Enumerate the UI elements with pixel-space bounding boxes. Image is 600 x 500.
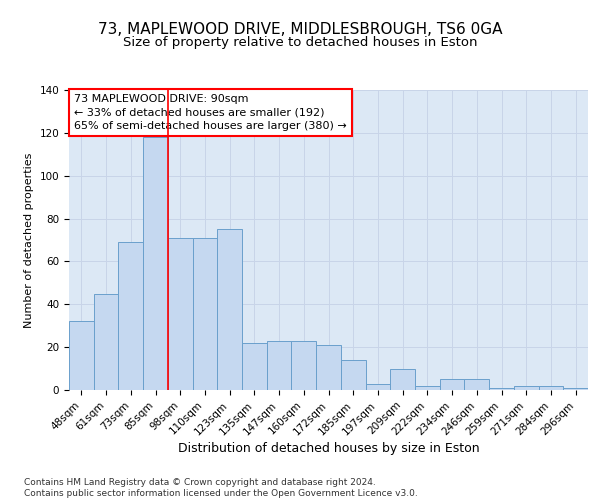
Y-axis label: Number of detached properties: Number of detached properties xyxy=(24,152,34,328)
Bar xyxy=(514,386,539,390)
X-axis label: Distribution of detached houses by size in Eston: Distribution of detached houses by size … xyxy=(178,442,479,455)
Text: 73, MAPLEWOOD DRIVE, MIDDLESBROUGH, TS6 0GA: 73, MAPLEWOOD DRIVE, MIDDLESBROUGH, TS6 … xyxy=(98,22,502,38)
Bar xyxy=(292,340,316,390)
Bar xyxy=(365,384,390,390)
Text: Contains HM Land Registry data © Crown copyright and database right 2024.
Contai: Contains HM Land Registry data © Crown c… xyxy=(24,478,418,498)
Bar xyxy=(489,388,514,390)
Bar xyxy=(193,238,217,390)
Text: Size of property relative to detached houses in Eston: Size of property relative to detached ho… xyxy=(123,36,477,49)
Bar xyxy=(390,368,415,390)
Bar xyxy=(563,388,588,390)
Bar xyxy=(118,242,143,390)
Bar xyxy=(69,322,94,390)
Bar xyxy=(316,345,341,390)
Bar xyxy=(217,230,242,390)
Bar xyxy=(94,294,118,390)
Bar xyxy=(341,360,365,390)
Bar xyxy=(464,380,489,390)
Bar xyxy=(539,386,563,390)
Bar xyxy=(168,238,193,390)
Bar xyxy=(415,386,440,390)
Text: 73 MAPLEWOOD DRIVE: 90sqm
← 33% of detached houses are smaller (192)
65% of semi: 73 MAPLEWOOD DRIVE: 90sqm ← 33% of detac… xyxy=(74,94,347,131)
Bar xyxy=(440,380,464,390)
Bar xyxy=(242,343,267,390)
Bar xyxy=(143,137,168,390)
Bar xyxy=(267,340,292,390)
